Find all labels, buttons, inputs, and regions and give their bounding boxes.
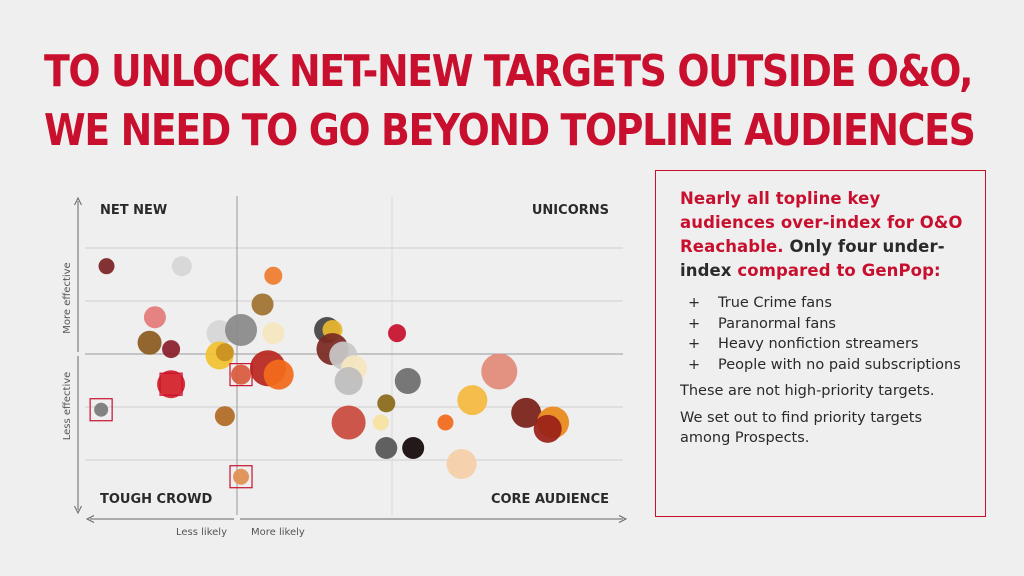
- headline-line-2: WE NEED TO GO BEYOND TOPLINE AUDIENCES: [44, 105, 976, 156]
- bubble-point: [263, 359, 294, 390]
- intro-segment: Only four under-index: [680, 237, 945, 280]
- bubble-point: [162, 340, 181, 359]
- x-axis-right-label: More likely: [251, 527, 305, 538]
- quadrant-label-bottom-left: TOUGH CROWD: [100, 492, 212, 507]
- bubble-point: [331, 405, 366, 440]
- bubble-point: [225, 313, 258, 346]
- bubble-point: [402, 437, 425, 460]
- quadrant-label-top-left: NET NEW: [100, 203, 167, 218]
- bubble-point: [481, 353, 518, 390]
- bubble-point: [233, 468, 250, 485]
- headline: TO UNLOCK NET-NEW TARGETS OUTSIDE O&O, W…: [44, 42, 976, 160]
- bubble-point: [533, 414, 562, 443]
- bubble-point: [334, 367, 363, 396]
- bubble-point: [215, 343, 234, 362]
- axis-labels: More effective Less effective Less likel…: [62, 262, 305, 538]
- bubble-point: [372, 414, 389, 431]
- under-index-list: True Crime fans Paranormal fans Heavy no…: [680, 293, 971, 375]
- bubble-point: [98, 258, 115, 275]
- bubble-point: [457, 385, 488, 416]
- bubble-point: [143, 306, 166, 329]
- intro-segment: Nearly all topline key audiences over-in…: [680, 189, 963, 256]
- bubble-series: [94, 256, 570, 485]
- list-item: People with no paid subscriptions: [680, 355, 971, 376]
- y-arrowhead-down: [74, 505, 82, 515]
- axis-arrows: [74, 196, 628, 523]
- bubble-point: [511, 397, 542, 428]
- panel-intro: Nearly all topline key audiences over-in…: [680, 187, 971, 283]
- y-arrowhead-up: [74, 196, 82, 206]
- bubble-point: [394, 368, 421, 395]
- bubble-point: [157, 370, 186, 399]
- quadrant-label-bottom-right: CORE AUDIENCE: [491, 492, 609, 507]
- y-axis-top-label: More effective: [62, 262, 73, 333]
- quadrant-label-top-right: UNICORNS: [532, 203, 609, 218]
- bubble-point: [214, 406, 235, 427]
- bubble-point: [231, 364, 252, 385]
- list-item: Heavy nonfiction streamers: [680, 334, 971, 355]
- headline-line-1: TO UNLOCK NET-NEW TARGETS OUTSIDE O&O,: [44, 46, 974, 97]
- bubble-point: [446, 448, 477, 479]
- intro-segment: compared to GenPop:: [737, 261, 941, 280]
- y-axis-bottom-label: Less effective: [62, 372, 73, 441]
- bubble-point: [377, 394, 396, 413]
- list-item: Paranormal fans: [680, 314, 971, 335]
- highlight-box: [229, 465, 253, 489]
- bubble-point: [251, 293, 274, 316]
- x-arrowhead-left: [85, 515, 95, 523]
- quadrant-labels: NET NEW UNICORNS TOUGH CROWD CORE AUDIEN…: [100, 203, 609, 507]
- bubble-point: [137, 330, 162, 355]
- bubble-point: [262, 322, 285, 345]
- panel-note-1: These are not high-priority targets.: [680, 383, 935, 399]
- highlight-boxes: [89, 363, 253, 489]
- bubble-point: [264, 266, 283, 285]
- bubble-point: [388, 324, 407, 343]
- bubble-point: [437, 414, 454, 431]
- insight-panel: Nearly all topline key audiences over-in…: [655, 170, 986, 517]
- x-axis-left-label: Less likely: [176, 527, 227, 538]
- panel-note-2: We set out to find priority targets amon…: [680, 409, 923, 447]
- bubble-point: [375, 437, 398, 460]
- list-item: True Crime fans: [680, 293, 971, 314]
- audience-quadrant-chart: More effective Less effective Less likel…: [62, 196, 628, 538]
- highlight-box: [229, 363, 253, 387]
- highlight-box: [159, 372, 183, 396]
- highlight-box: [89, 398, 113, 422]
- x-arrowhead-right: [618, 515, 628, 523]
- bubble-point: [94, 402, 109, 417]
- bubble-point: [171, 256, 192, 277]
